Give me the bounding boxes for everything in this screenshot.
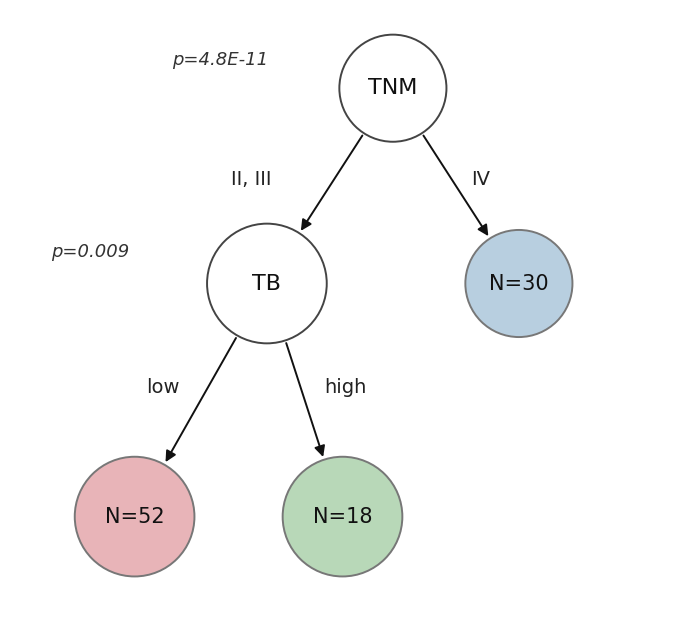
Text: IV: IV: [471, 170, 490, 189]
Circle shape: [207, 224, 327, 343]
Text: N=52: N=52: [105, 507, 164, 527]
Text: p=0.009: p=0.009: [51, 243, 129, 261]
Circle shape: [283, 457, 402, 576]
Circle shape: [339, 35, 447, 142]
Text: low: low: [146, 378, 179, 397]
Text: N=18: N=18: [313, 507, 372, 527]
Text: II, III: II, III: [231, 170, 271, 189]
Circle shape: [75, 457, 195, 576]
Circle shape: [465, 230, 573, 337]
Text: N=30: N=30: [489, 273, 549, 294]
Text: TB: TB: [252, 273, 282, 294]
Text: TNM: TNM: [369, 78, 418, 98]
Text: high: high: [325, 378, 367, 397]
Text: p=4.8E-11: p=4.8E-11: [171, 51, 268, 69]
